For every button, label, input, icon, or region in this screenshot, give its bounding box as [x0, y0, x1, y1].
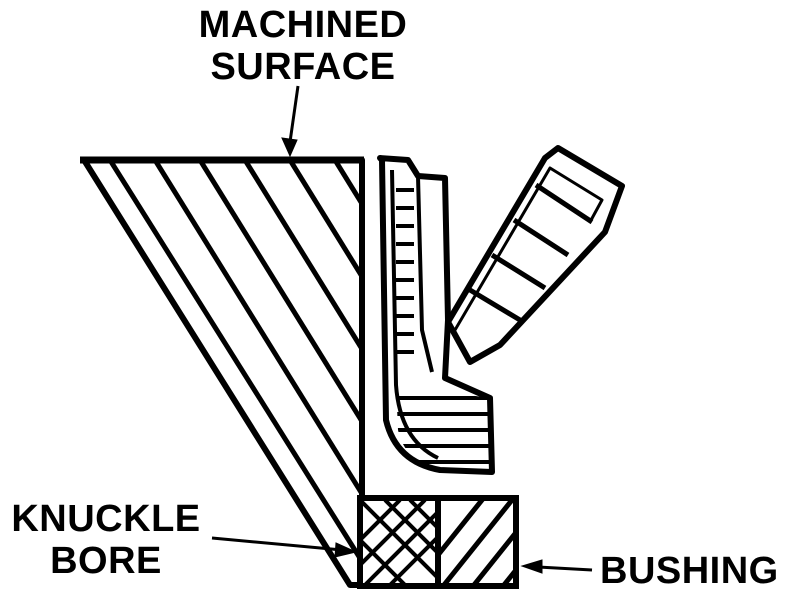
knuckle-bore-label-line2: BORE — [50, 540, 162, 582]
machined-surface-arrow — [281, 85, 300, 158]
bushing-label: BUSHING — [600, 550, 779, 592]
knuckle-bore-arrow — [211, 536, 358, 558]
machined-surface-label-line1: MACHINED — [198, 4, 408, 46]
seal-assembly — [377, 145, 625, 475]
knuckle-bore-label: KNUCKLE BORE — [6, 500, 206, 584]
knuckle-section — [81, 157, 375, 588]
machined-surface-label-line2: SURFACE — [210, 46, 396, 88]
bushing-section — [357, 495, 519, 589]
bushing-arrow — [520, 559, 593, 574]
knuckle-bore-label-line1: KNUCKLE — [11, 498, 201, 540]
machined-surface-label: MACHINED SURFACE — [178, 6, 428, 90]
